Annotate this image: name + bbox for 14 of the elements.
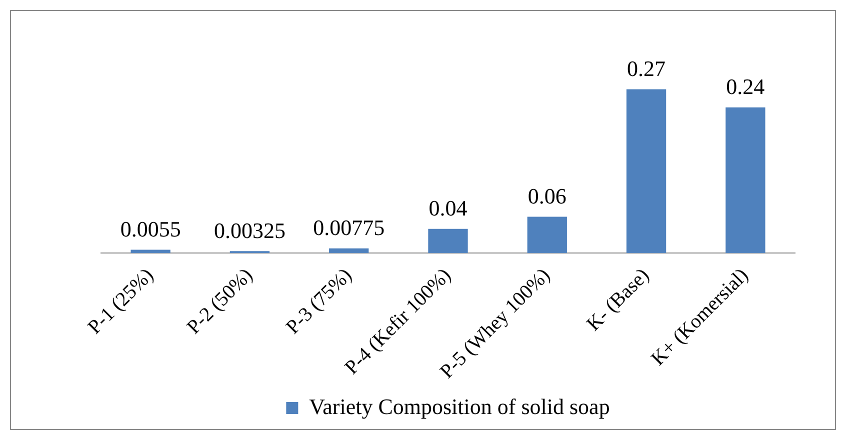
data-label: 0.00325	[214, 218, 286, 243]
data-label: 0.04	[428, 196, 468, 221]
bar	[726, 107, 766, 254]
data-label: 0.24	[726, 74, 765, 100]
data-label: 0.00775	[313, 215, 385, 240]
bar	[527, 216, 567, 254]
data-label: 0.0055	[120, 216, 181, 242]
data-label: 0.06	[528, 183, 566, 208]
bar	[428, 228, 468, 254]
data-label: 0.27	[627, 56, 666, 81]
bar	[626, 89, 666, 254]
legend-label: Variety Composition of solid soap	[309, 394, 610, 419]
bar	[130, 250, 170, 254]
bar	[329, 248, 369, 254]
